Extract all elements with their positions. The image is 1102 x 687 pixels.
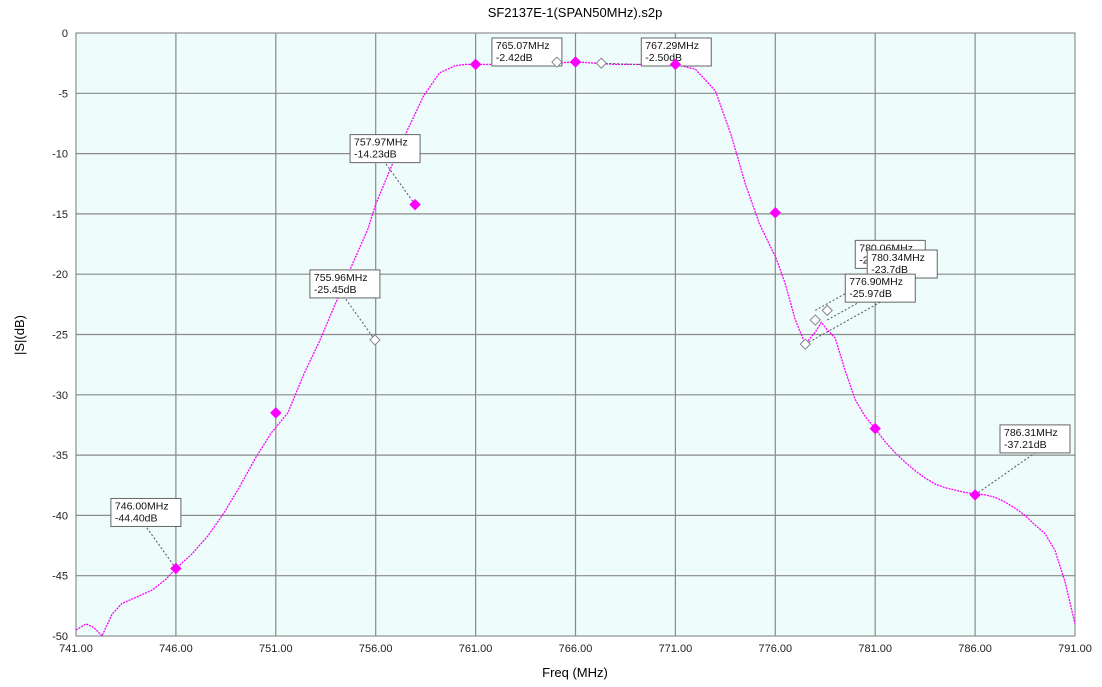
x-tick-label: 746.00 <box>159 643 193 655</box>
y-tick-label: -30 <box>52 390 68 402</box>
marker-open <box>809 314 821 326</box>
y-tick-label: -45 <box>52 571 68 583</box>
marker-filled <box>170 562 182 575</box>
marker-open <box>595 57 607 69</box>
callout-text: -2.42dB <box>496 52 533 64</box>
y-tick-label: -10 <box>52 149 68 161</box>
callout-leader <box>344 297 376 341</box>
x-axis-label: Freq (MHz) <box>542 665 608 680</box>
callout-box <box>844 273 916 303</box>
y-tick-label: -20 <box>52 269 68 281</box>
callout-text: 786.31MHz <box>1004 427 1058 439</box>
marker-filled <box>769 206 782 219</box>
marker-filled <box>409 198 421 211</box>
y-tick-label: -5 <box>58 88 68 100</box>
y-tick-label: -35 <box>52 450 68 462</box>
callout-leader <box>601 62 677 67</box>
marker-open <box>799 338 811 350</box>
callout-text: -2.50dB <box>645 52 682 64</box>
series-line <box>75 61 1076 638</box>
marker-filled <box>869 422 881 435</box>
callout-text: 746.00MHz <box>115 500 169 512</box>
callout-text: -37.21dB <box>1004 439 1047 451</box>
series-layer <box>75 61 1076 638</box>
callout-text: -25.45dB <box>314 284 357 296</box>
x-tick-label: 741.00 <box>59 643 93 655</box>
x-tick-label: 776.00 <box>758 643 792 655</box>
callout-text: -25.97dB <box>849 288 892 300</box>
x-tick-label: 781.00 <box>858 643 892 655</box>
y-tick-label: -15 <box>52 209 68 221</box>
marker-open <box>551 56 563 68</box>
marker-filled <box>569 56 582 68</box>
y-tick-label: -25 <box>52 330 68 342</box>
callout-box <box>110 497 182 527</box>
callouts: 746.00MHz-44.40dB 755.96MHz-25.45dB 757.97… <box>110 37 1071 569</box>
y-tick-label: -50 <box>52 631 68 643</box>
grid <box>76 33 1075 636</box>
marker-open <box>821 304 833 317</box>
x-tick-label: 771.00 <box>659 643 693 655</box>
callout-text: 767.29MHz <box>645 40 699 52</box>
tick-labels: 741.00 746.00 751.00 756.00 761.00 766.00 771.… <box>52 28 1092 655</box>
marker-filled <box>969 489 981 501</box>
callout-box <box>866 249 938 279</box>
chart-title: SF2137E-1(SPAN50MHz).s2p <box>488 5 663 20</box>
y-tick-label: 0 <box>62 28 68 40</box>
callout-text: 755.96MHz <box>314 272 368 284</box>
callout-text: 765.07MHz <box>496 40 550 52</box>
callout-leader <box>145 526 177 569</box>
x-tick-label: 791.00 <box>1058 643 1092 655</box>
callout-text: 757.97MHz <box>354 137 408 149</box>
y-axis-label: |S|(dB) <box>12 315 27 355</box>
x-tick-label: 756.00 <box>359 643 393 655</box>
marker-filled <box>270 407 282 419</box>
marker-filled <box>469 58 482 71</box>
x-tick-label: 766.00 <box>559 643 593 655</box>
callout-text: 780.34MHz <box>871 252 925 264</box>
callout-box <box>349 134 421 164</box>
y-tick-label: -40 <box>52 510 68 522</box>
callout-box <box>309 269 381 299</box>
callout-box <box>491 37 563 67</box>
callout-text: -14.23dB <box>354 149 397 161</box>
callout-text: -44.40dB <box>115 512 158 524</box>
markers <box>170 56 981 575</box>
callout-text: -23.7dB <box>871 264 908 276</box>
callout-leader <box>974 452 1036 496</box>
x-tick-label: 751.00 <box>259 643 293 655</box>
x-tick-label: 786.00 <box>958 643 992 655</box>
callout-box <box>999 424 1071 454</box>
x-tick-label: 761.00 <box>459 643 493 655</box>
callout-text: 776.90MHz <box>849 276 903 288</box>
callout-leader <box>384 162 416 205</box>
marker-open <box>369 334 381 346</box>
marker-filled <box>669 58 682 71</box>
